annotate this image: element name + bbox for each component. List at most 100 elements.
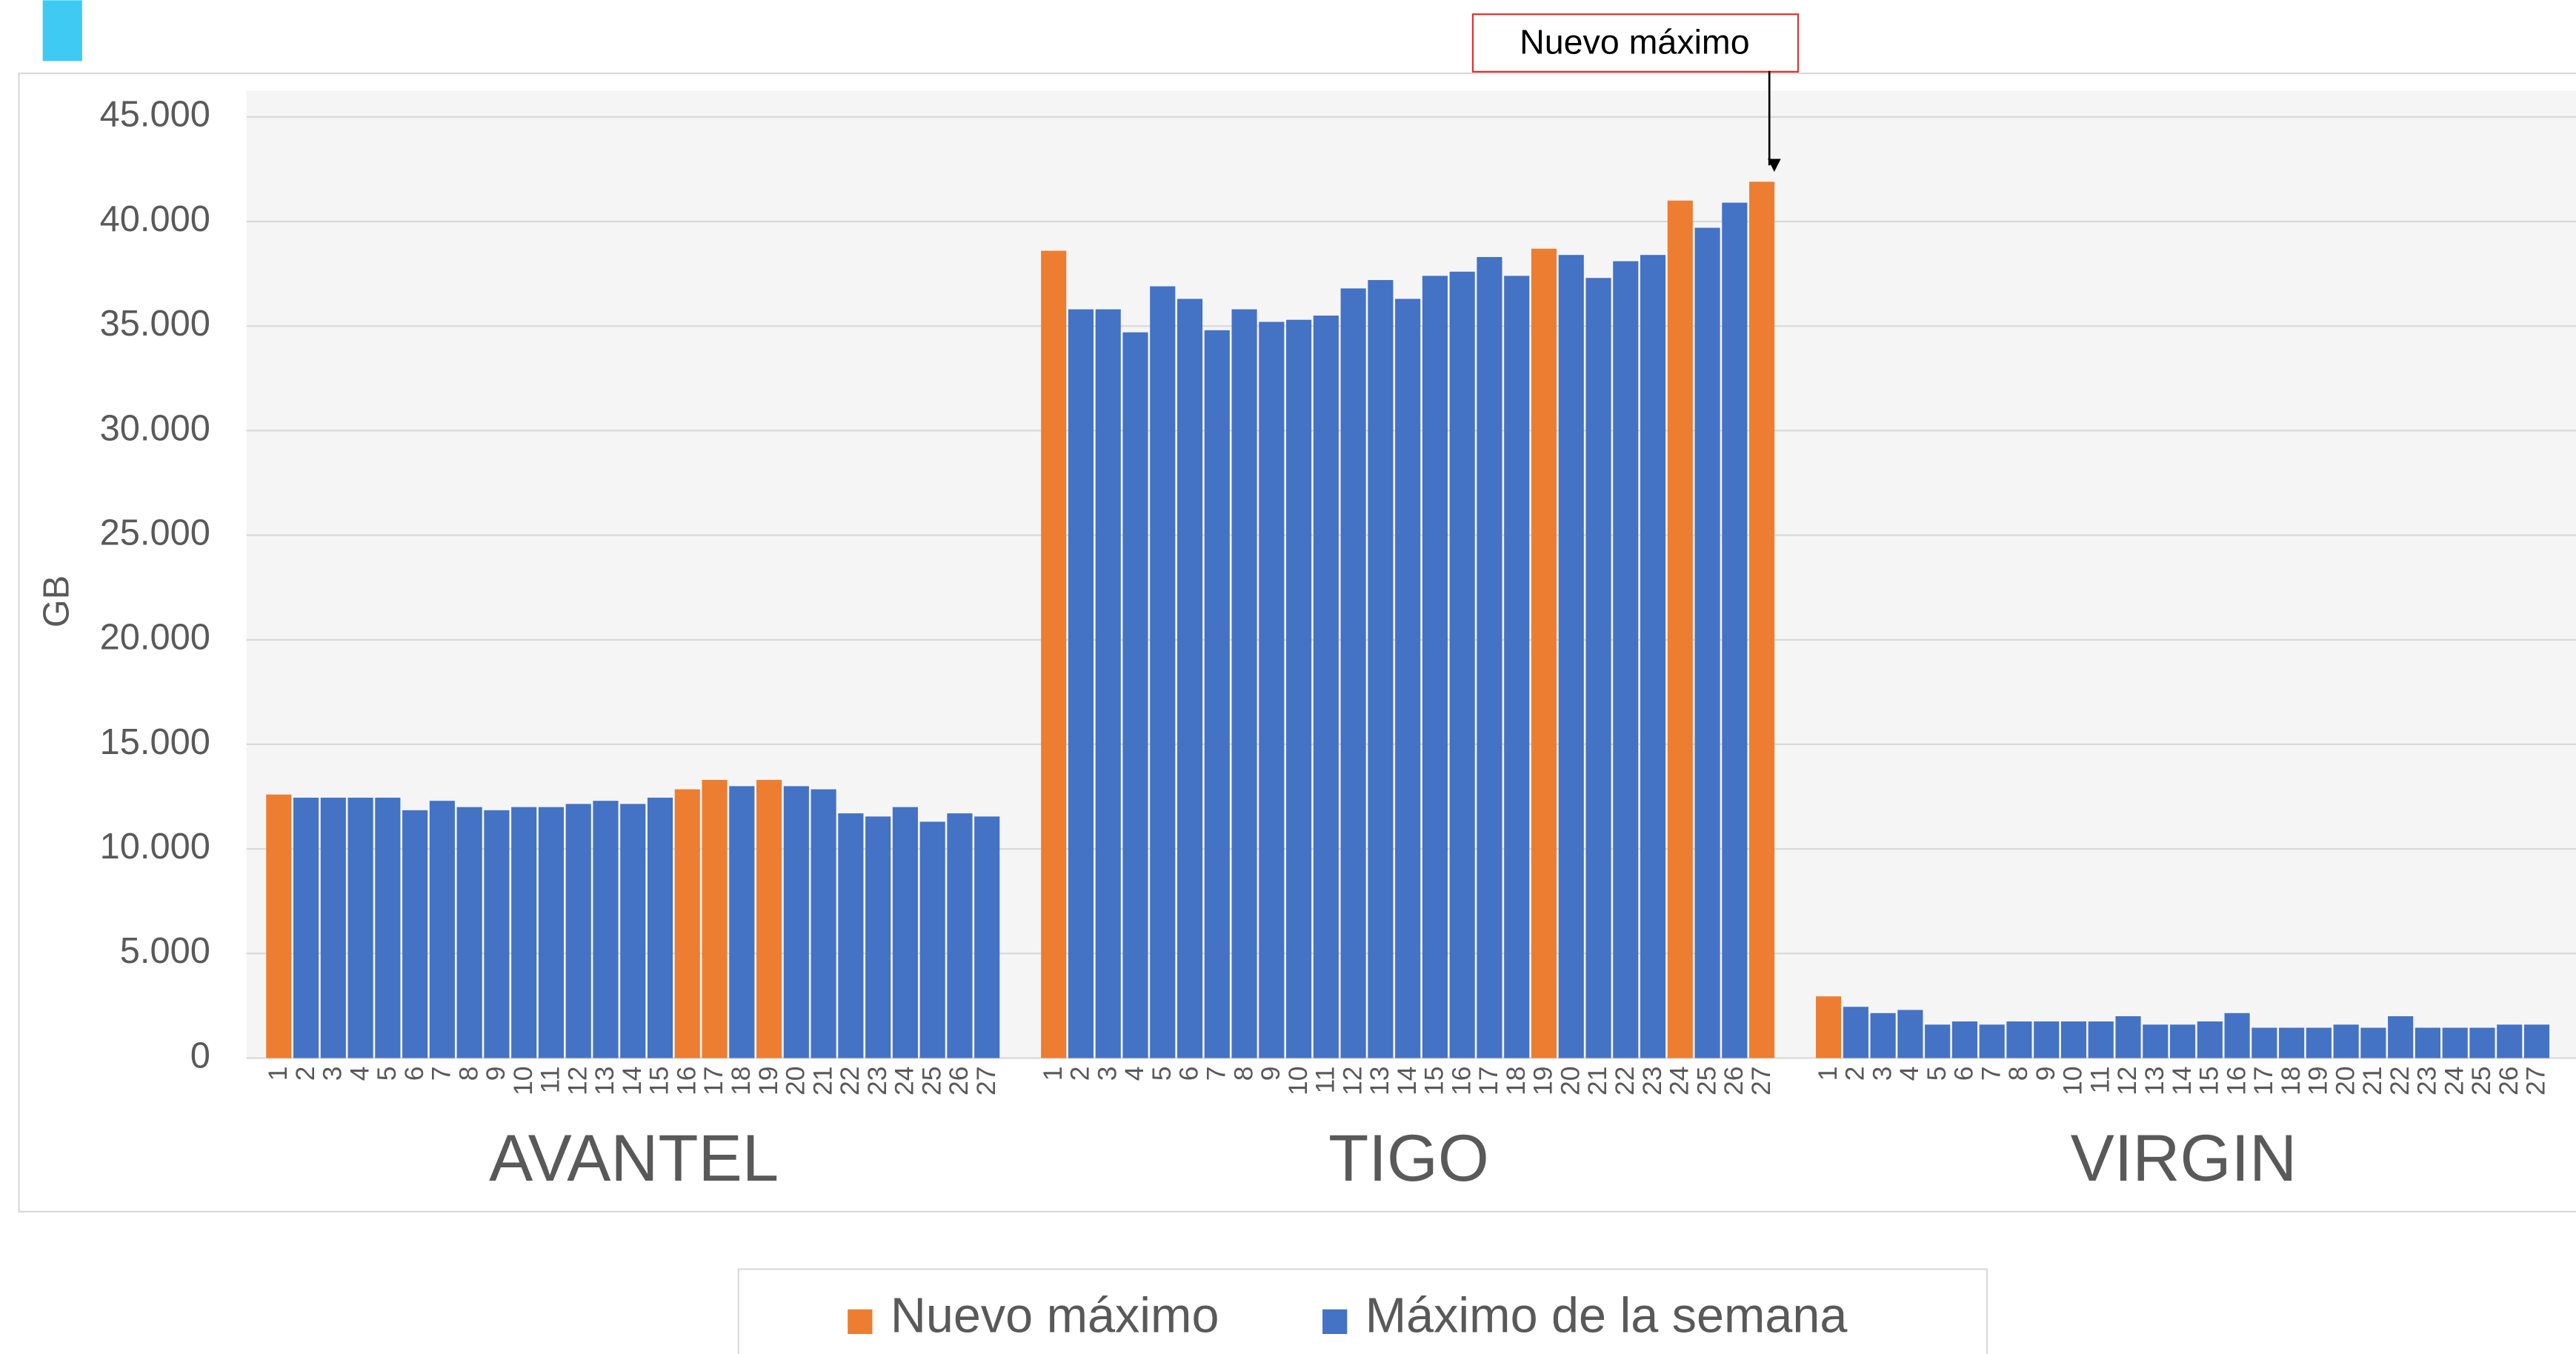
x-tick-label: 25 bbox=[1691, 1067, 1721, 1095]
bar bbox=[2279, 1027, 2305, 1058]
bar bbox=[1176, 299, 1203, 1058]
x-tick-label: 14 bbox=[1392, 1067, 1422, 1095]
x-tick-label: 25 bbox=[916, 1067, 946, 1095]
x-tick-label: 2 bbox=[1065, 1067, 1095, 1081]
x-tick-label: 7 bbox=[1976, 1067, 2006, 1081]
x-tick-label: 18 bbox=[1501, 1067, 1531, 1095]
y-tick-label: 30.000 bbox=[100, 408, 210, 448]
x-tick-label: 17 bbox=[1474, 1067, 1503, 1095]
y-tick-label: 25.000 bbox=[100, 513, 210, 553]
x-tick-label: 9 bbox=[1256, 1067, 1285, 1081]
x-tick-label: 11 bbox=[1311, 1067, 1340, 1094]
x-tick-label: 5 bbox=[1147, 1067, 1176, 1081]
bar bbox=[2523, 1024, 2550, 1058]
x-tick-label: 6 bbox=[1174, 1067, 1204, 1081]
bar bbox=[1286, 319, 1312, 1058]
x-tick-label: 26 bbox=[1719, 1067, 1748, 1095]
x-tick-label: 18 bbox=[726, 1067, 756, 1095]
bar bbox=[1122, 332, 1148, 1058]
bar bbox=[1816, 996, 1842, 1058]
bar bbox=[538, 807, 564, 1058]
bar bbox=[2360, 1027, 2386, 1058]
x-tick-label: 15 bbox=[2194, 1067, 2224, 1095]
bar bbox=[2088, 1021, 2114, 1058]
x-tick-label: 23 bbox=[2412, 1067, 2442, 1095]
bar bbox=[429, 801, 455, 1058]
bar bbox=[756, 779, 782, 1058]
x-tick-label: 24 bbox=[1665, 1067, 1694, 1095]
x-tick-label: 19 bbox=[1528, 1067, 1558, 1095]
bar bbox=[647, 797, 673, 1058]
bar bbox=[783, 786, 809, 1058]
y-tick-label: 5.000 bbox=[120, 931, 210, 971]
x-tick-label: 2 bbox=[290, 1067, 320, 1081]
x-tick-label: 19 bbox=[2303, 1067, 2333, 1095]
x-tick-label: 8 bbox=[453, 1067, 483, 1081]
bar bbox=[1368, 280, 1394, 1058]
x-tick-label: 15 bbox=[1420, 1067, 1449, 1095]
x-tick-label: 20 bbox=[2330, 1067, 2360, 1095]
x-tick-label: 6 bbox=[1949, 1067, 1979, 1081]
x-tick-label: 13 bbox=[590, 1067, 619, 1095]
bar bbox=[1531, 248, 1557, 1058]
x-tick-label: 10 bbox=[1283, 1067, 1313, 1095]
bar bbox=[919, 821, 945, 1058]
bar bbox=[838, 813, 864, 1058]
x-tick-label: 1 bbox=[263, 1067, 293, 1081]
x-tick-label: 14 bbox=[2167, 1067, 2197, 1095]
bar bbox=[320, 797, 346, 1058]
x-tick-label: 17 bbox=[699, 1067, 728, 1095]
y-tick-label: 10.000 bbox=[100, 827, 210, 867]
legend-label: Nuevo máximo bbox=[891, 1289, 1219, 1344]
x-tick-label: 3 bbox=[1092, 1067, 1122, 1081]
y-tick-label: 0 bbox=[190, 1035, 210, 1075]
y-tick-label: 40.000 bbox=[100, 199, 210, 239]
x-tick-label: 20 bbox=[781, 1067, 811, 1095]
x-tick-label: 4 bbox=[1119, 1067, 1149, 1081]
bar bbox=[947, 813, 973, 1058]
x-tick-label: 12 bbox=[562, 1067, 592, 1095]
x-tick-label: 9 bbox=[2031, 1067, 2060, 1081]
bar bbox=[2115, 1016, 2141, 1058]
x-tick-label: 14 bbox=[617, 1067, 647, 1095]
y-axis-label: GB bbox=[37, 576, 77, 627]
bar bbox=[2170, 1024, 2196, 1058]
bar bbox=[1041, 250, 1067, 1058]
bar bbox=[1477, 257, 1502, 1058]
bar bbox=[1504, 276, 1530, 1058]
bar bbox=[2442, 1027, 2468, 1058]
bar bbox=[974, 816, 1000, 1058]
bar bbox=[1313, 316, 1339, 1058]
bar bbox=[674, 789, 700, 1058]
x-tick-label: 4 bbox=[345, 1067, 374, 1081]
x-tick-label: 13 bbox=[1365, 1067, 1394, 1095]
bar bbox=[266, 794, 292, 1058]
x-tick-label: 13 bbox=[2140, 1067, 2169, 1095]
annotation: Nuevo máximo bbox=[1520, 23, 1749, 61]
x-tick-label: 3 bbox=[318, 1067, 347, 1081]
x-tick-label: 27 bbox=[2521, 1067, 2551, 1095]
x-tick-label: 24 bbox=[890, 1067, 919, 1095]
x-tick-label: 18 bbox=[2276, 1067, 2306, 1095]
bar bbox=[811, 789, 836, 1058]
x-tick-label: 8 bbox=[2003, 1067, 2033, 1081]
bar bbox=[1449, 271, 1475, 1058]
bar bbox=[2497, 1024, 2523, 1058]
bar bbox=[375, 797, 401, 1058]
x-tick-label: 7 bbox=[427, 1067, 456, 1081]
bar bbox=[2197, 1021, 2223, 1058]
x-tick-label: 12 bbox=[2112, 1067, 2142, 1095]
bar bbox=[1558, 255, 1584, 1058]
x-tick-label: 24 bbox=[2439, 1067, 2469, 1095]
bar bbox=[593, 801, 619, 1058]
bar bbox=[1694, 227, 1720, 1058]
x-tick-label: 16 bbox=[671, 1067, 701, 1095]
bar bbox=[456, 807, 482, 1058]
x-tick-label: 21 bbox=[2357, 1067, 2387, 1095]
y-tick-label: 35.000 bbox=[100, 304, 210, 344]
x-tick-label: 3 bbox=[1867, 1067, 1897, 1081]
bar bbox=[2388, 1016, 2414, 1058]
bar bbox=[2060, 1021, 2087, 1058]
y-tick-label: 45.000 bbox=[100, 95, 210, 135]
